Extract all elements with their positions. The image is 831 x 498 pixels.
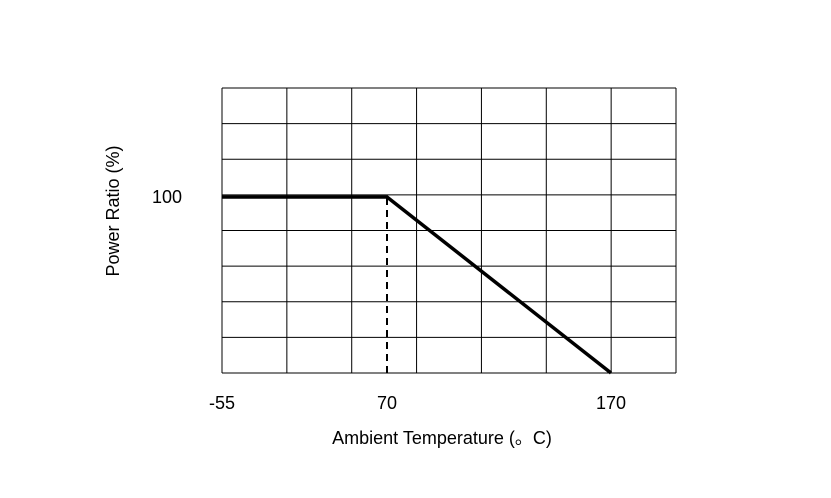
- x-tick-label: 170: [596, 393, 626, 413]
- y-tick-labels: 100: [152, 187, 182, 207]
- series-line: [222, 195, 613, 375]
- x-tick-labels: -55 70 170: [209, 393, 626, 413]
- chart-grid: [221, 87, 677, 374]
- series-lines: [222, 195, 613, 375]
- x-tick-label: -55: [209, 393, 235, 413]
- y-tick-label: 100: [152, 187, 182, 207]
- y-axis-label: Power Ratio (%): [103, 145, 123, 276]
- x-axis-label: Ambient Temperature (。C): [332, 428, 552, 448]
- x-tick-label: 70: [377, 393, 397, 413]
